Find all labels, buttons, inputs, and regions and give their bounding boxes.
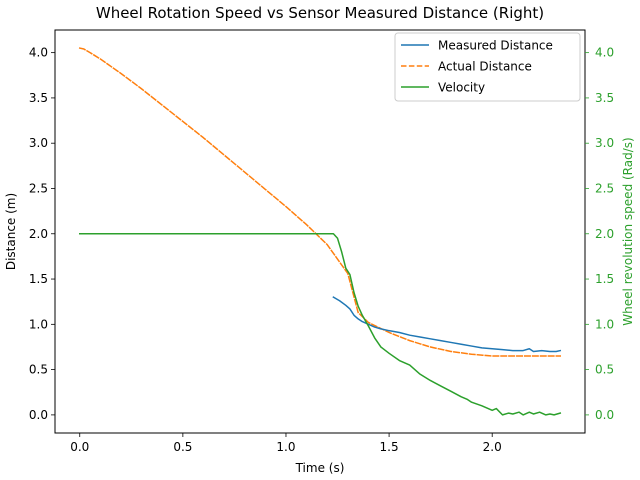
x-axis: 0.0 0.5 1.0 1.5 2.0 [70, 433, 502, 454]
series-line-velocity [79, 233, 562, 416]
y2-axis-label: Wheel revolution speed (Rad/s) [621, 137, 635, 325]
chart-title: Wheel Rotation Speed vs Sensor Measured … [96, 4, 544, 22]
y-axis-left: 0.0 0.5 1.0 1.5 2.0 2.5 3.0 3.5 4.0 [29, 46, 55, 422]
plot-frame [54, 29, 586, 434]
x-tick-label: 0.0 [70, 440, 89, 454]
y-tick-label: 4.0 [29, 46, 48, 60]
x-tick-label: 0.5 [173, 440, 192, 454]
legend-box [394, 32, 581, 102]
y2-tick-label: 2.5 [595, 181, 614, 195]
legend: Measured Distance Actual Distance Veloci… [394, 32, 581, 102]
x-tick-label: 1.5 [380, 440, 399, 454]
x-tick-label: 1.0 [276, 440, 295, 454]
y2-tick-label: 0.5 [595, 363, 614, 377]
y-tick-label: 3.5 [29, 91, 48, 105]
series-layer [78, 47, 562, 416]
y-tick-label: 2.0 [29, 227, 48, 241]
y-tick-label: 2.5 [29, 181, 48, 195]
y-axis-label: Distance (m) [4, 193, 18, 270]
y-tick-label: 0.5 [29, 363, 48, 377]
y2-tick-label: 3.0 [595, 136, 614, 150]
y-tick-label: 0.0 [29, 408, 48, 422]
y2-tick-label: 4.0 [595, 46, 614, 60]
y-tick-label: 1.5 [29, 272, 48, 286]
y-tick-label: 1.0 [29, 317, 48, 331]
y2-tick-label: 2.0 [595, 227, 614, 241]
y2-tick-label: 0.0 [595, 408, 614, 422]
legend-label-actual: Actual Distance [438, 60, 532, 74]
y-tick-label: 3.0 [29, 136, 48, 150]
series-line-measured-distance [332, 296, 562, 353]
y2-tick-label: 1.5 [595, 272, 614, 286]
y2-tick-label: 3.5 [595, 91, 614, 105]
y2-tick-label: 1.0 [595, 317, 614, 331]
series-line-actual-distance [78, 47, 561, 357]
x-axis-label: Time (s) [295, 461, 345, 475]
y-axis-right: 0.0 0.5 1.0 1.5 2.0 2.5 3.0 3.5 4.0 [585, 46, 614, 422]
legend-label-velocity: Velocity [438, 81, 485, 95]
x-tick-label: 2.0 [483, 440, 502, 454]
legend-label-measured: Measured Distance [438, 39, 553, 53]
